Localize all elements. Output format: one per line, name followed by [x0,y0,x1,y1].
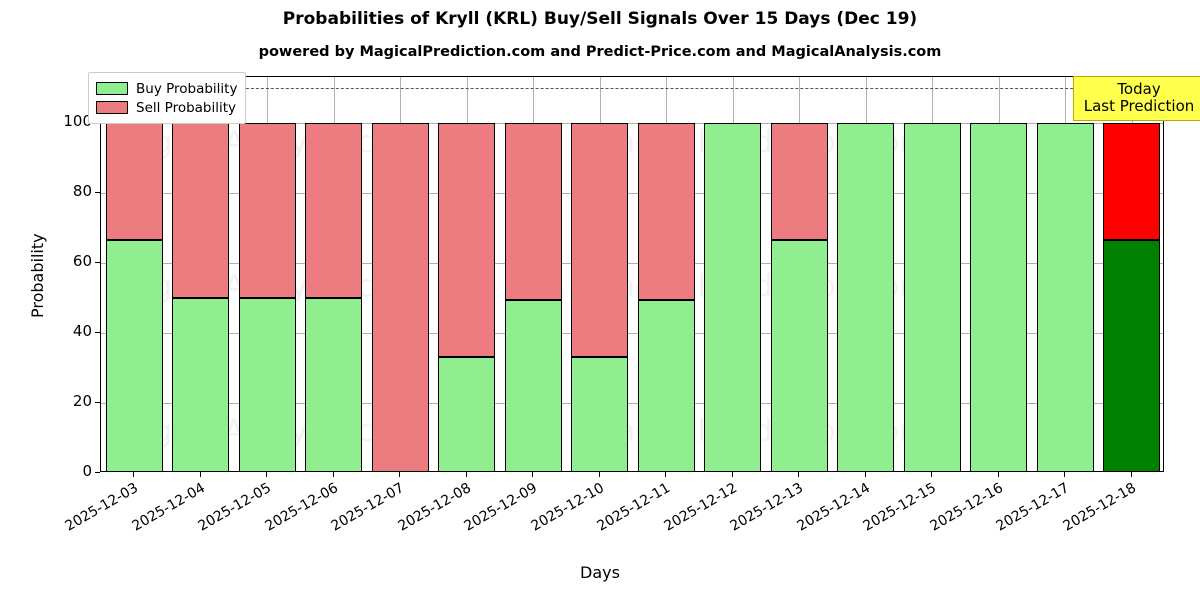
y-axis-tick-mark [95,331,100,333]
x-axis-tick-mark [532,472,534,477]
bar-segment-buy [637,299,695,471]
bar-segment-buy [438,357,496,471]
x-axis-tick-mark [731,472,733,477]
plot-area: MagicalAnalysis.comMagicalPrediction.com… [100,76,1164,472]
page-title: Probabilities of Kryll (KRL) Buy/Sell Si… [282,9,918,29]
legend-swatch-buy [96,82,128,95]
bar-segment-sell [438,122,496,358]
legend-item-sell: Sell Probability [96,98,237,117]
bar-segment-buy [903,122,961,471]
bar-segment-sell [305,122,363,298]
bar-segment-sell [1103,122,1161,240]
x-axis-tick-mark [598,472,600,477]
bar-segment-sell [571,122,629,358]
today-annotation: Today Last Prediction [1072,76,1200,121]
bar-series-layer [101,77,1163,471]
x-axis-tick-mark [332,472,334,477]
bar-segment-buy [1036,122,1094,471]
bar-segment-sell [371,122,429,471]
legend-label-buy: Buy Probability [136,80,238,97]
x-axis-tick-mark [133,472,135,477]
y-axis-tick-label: 20 [72,391,92,410]
bar-segment-buy [238,297,296,471]
bar-segment-buy [571,357,629,471]
y-axis-tick-label: 80 [72,181,92,200]
bar-segment-sell [637,122,695,300]
x-axis-tick-mark [1064,472,1066,477]
x-axis-tick-mark [266,472,268,477]
bar-segment-sell [238,122,296,298]
y-axis-tick-mark [95,472,100,473]
bar-segment-buy [105,239,163,471]
chart-subtitle: powered by MagicalPrediction.com and Pre… [258,44,942,60]
chart-legend: Buy Probability Sell Probability [88,72,247,124]
y-axis-label: Probability [28,233,47,318]
y-axis-tick-label: 60 [72,251,92,270]
y-axis-tick-label: 100 [63,111,92,130]
y-axis-tick-mark [95,401,100,403]
today-annotation-line2: Last Prediction [1083,97,1195,115]
legend-swatch-sell [96,101,128,114]
legend-item-buy: Buy Probability [96,79,237,98]
legend-label-sell: Sell Probability [136,99,237,116]
bar-segment-buy [1103,239,1161,471]
bar-segment-sell [504,122,562,300]
x-axis-tick-mark [1130,472,1132,477]
today-annotation-line1: Today [1117,80,1161,98]
x-axis-tick-mark [665,472,667,477]
bar-segment-buy [305,297,363,471]
x-axis-label: Days [580,563,620,582]
y-axis-tick-label: 40 [72,321,92,340]
bar-segment-buy [970,122,1028,471]
bar-segment-buy [837,122,895,471]
x-axis-tick-mark [399,472,401,477]
bar-segment-sell [770,122,828,240]
bar-segment-sell [172,122,230,298]
x-axis-tick-mark [465,472,467,477]
x-axis-tick-mark [864,472,866,477]
y-axis-tick-mark [95,191,100,193]
bar-segment-buy [704,122,762,471]
x-axis-tick-mark [798,472,800,477]
bar-segment-buy [504,299,562,471]
reference-line [101,87,1163,89]
y-axis-tick-mark [95,261,100,263]
bar-segment-buy [172,297,230,471]
bar-segment-buy [770,239,828,471]
x-axis-tick-mark [931,472,933,477]
x-axis-tick-mark [997,472,999,477]
y-axis-tick-label: 0 [82,462,92,480]
bar-segment-sell [105,122,163,240]
x-axis-tick-mark [199,472,201,477]
